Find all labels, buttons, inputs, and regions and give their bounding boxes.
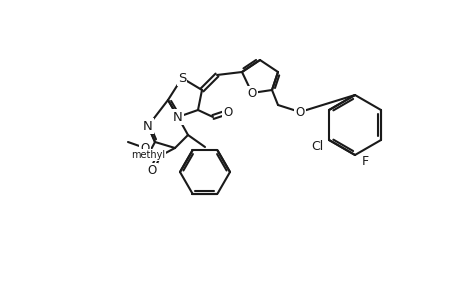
- Text: N: N: [173, 110, 183, 124]
- Text: O: O: [140, 142, 149, 154]
- Text: N: N: [143, 119, 152, 133]
- Text: O: O: [295, 106, 304, 118]
- Text: O: O: [223, 106, 232, 118]
- Text: Cl: Cl: [310, 140, 322, 152]
- Text: S: S: [178, 71, 186, 85]
- Text: methyl: methyl: [131, 150, 165, 160]
- Text: O: O: [147, 164, 156, 176]
- Text: O: O: [247, 86, 256, 100]
- Text: F: F: [361, 154, 368, 167]
